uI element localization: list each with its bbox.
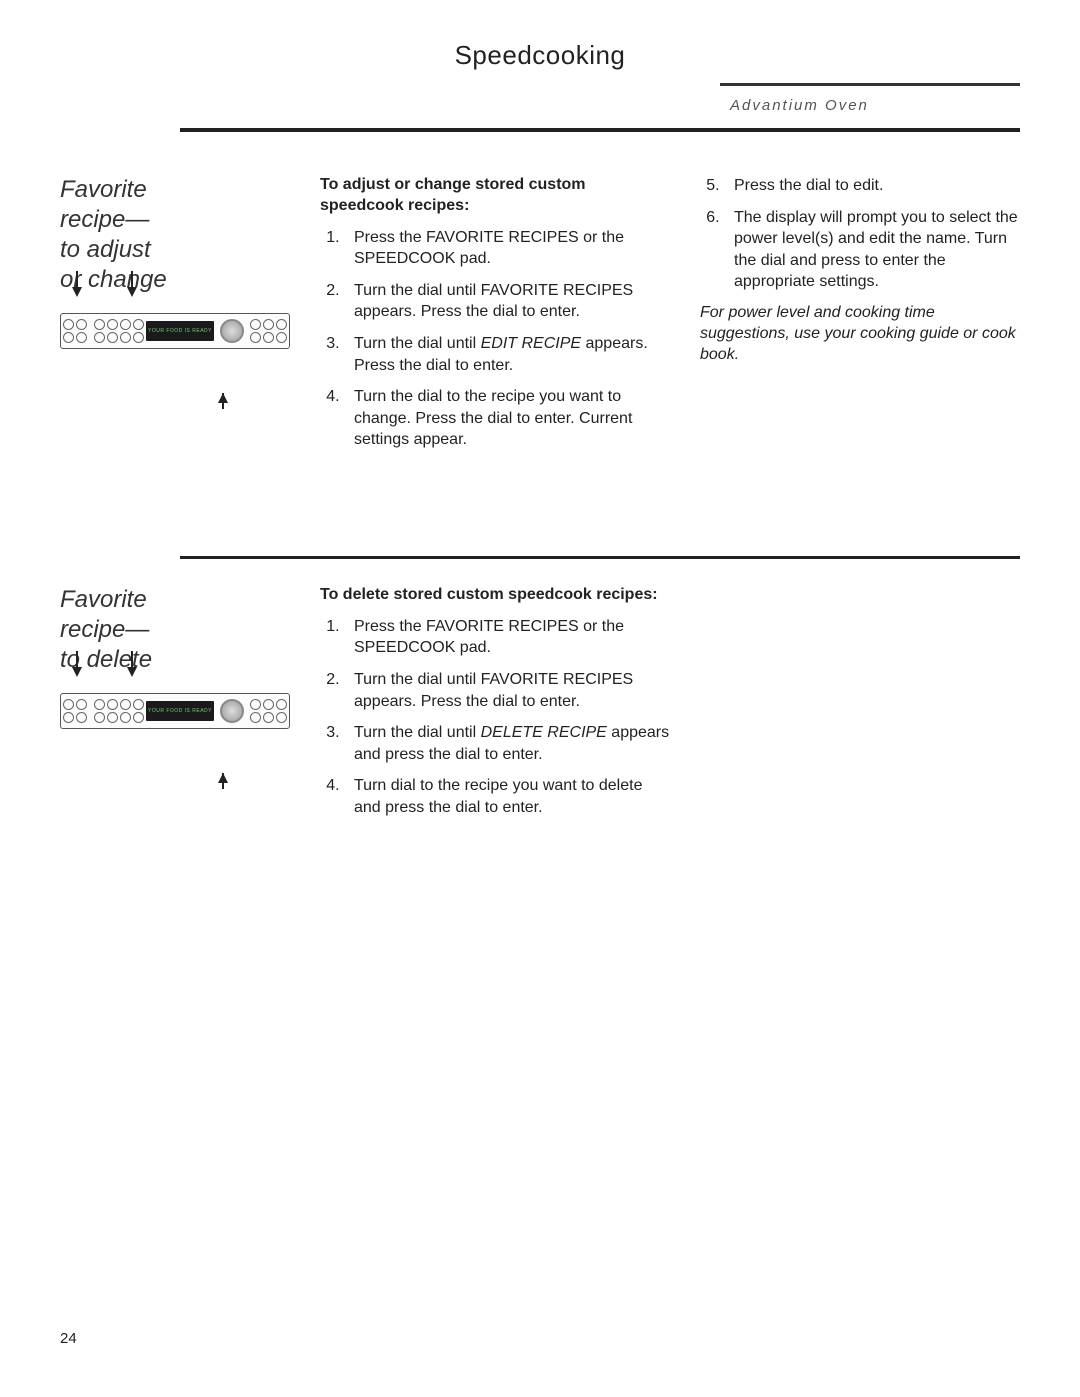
dial-icon [220,699,244,723]
t: Favorite [60,586,147,613]
step-2: Turn the dial until FAVORITE RECIPES app… [344,669,670,712]
step-4: Turn dial to the recipe you want to dele… [344,775,670,818]
subheader-text: Advantium Oven [720,97,1020,114]
page-number: 24 [60,1330,77,1347]
step-2: Turn the dial until FAVORITE RECIPES app… [344,280,670,323]
adjust-note: For power level and cooking time suggest… [700,303,1020,365]
t: to adjust [60,236,151,263]
step-3: Turn the dial until DELETE RECIPE appear… [344,722,670,765]
t: Favorite [60,176,147,203]
step-5: Press the dial to edit. [724,175,1020,197]
step-6: The display will prompt you to select th… [724,207,1020,293]
section-divider [180,556,1020,559]
panel-display: YOUR FOOD IS READY [146,321,214,341]
step-1: Press the FAVORITE RECIPES or the SPEEDC… [344,227,670,270]
header-rule-short [720,83,1020,86]
side-title-adjust: Favorite recipe— to adjust or change [60,175,320,295]
step-3: Turn the dial until EDIT RECIPE appears.… [344,333,670,376]
arrow-down-icon [127,667,137,677]
t: recipe— [60,616,149,643]
t: recipe— [60,206,149,233]
adjust-heading: To adjust or change stored custom speedc… [320,175,670,217]
side-title-delete: Favorite recipe— to delete [60,585,320,675]
subheader: Advantium Oven [60,83,1020,123]
arrow-up-icon [218,773,228,783]
dial-icon [220,319,244,343]
section-adjust: Favorite recipe— to adjust or change YOU… [60,175,1020,461]
section-delete: Favorite recipe— to delete YOUR FOOD IS … [60,585,1020,829]
panel-display: YOUR FOOD IS READY [146,701,214,721]
page-title: Speedcooking [60,40,1020,71]
arrow-down-icon [72,287,82,297]
step-1: Press the FAVORITE RECIPES or the SPEEDC… [344,616,670,659]
header-rule [180,128,1020,132]
arrow-up-icon [218,393,228,403]
delete-heading: To delete stored custom speedcook recipe… [320,585,670,606]
control-panel-illustration: YOUR FOOD IS READY [60,313,295,373]
adjust-steps-5-6: Press the dial to edit. The display will… [700,175,1020,293]
arrow-down-icon [127,287,137,297]
delete-steps: Press the FAVORITE RECIPES or the SPEEDC… [320,616,670,819]
arrow-down-icon [72,667,82,677]
adjust-steps-1-4: Press the FAVORITE RECIPES or the SPEEDC… [320,227,670,451]
step-4: Turn the dial to the recipe you want to … [344,386,670,451]
control-panel-illustration: YOUR FOOD IS READY [60,693,295,753]
